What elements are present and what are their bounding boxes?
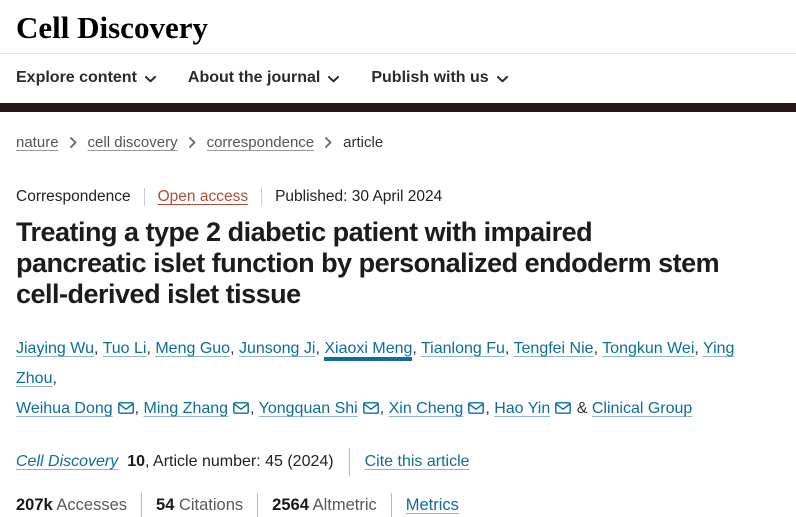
author-separator: , xyxy=(379,400,389,417)
nav-item-publish-with-us[interactable]: Publish with us xyxy=(371,69,508,87)
author-link[interactable]: Junsong Ji xyxy=(238,340,316,357)
author-link[interactable]: Tianlong Fu xyxy=(421,340,505,357)
cite-this-article-link[interactable]: Cite this article xyxy=(364,453,470,470)
article-meta: Correspondence Open access Published: 30… xyxy=(16,188,780,206)
nav-item-label: Publish with us xyxy=(371,69,489,86)
journal-volume: 10 xyxy=(127,453,146,470)
article-number: , Article number: 45 (2024) xyxy=(145,453,334,470)
author-list: Jiaying Wu, Tuo Li, Meng Guo, Junsong Ji… xyxy=(16,334,780,424)
metric-value: 207k xyxy=(16,495,53,514)
published-date: Published: 30 April 2024 xyxy=(275,188,443,205)
divider xyxy=(141,493,143,517)
author-link[interactable]: Xiaoxi Meng xyxy=(324,340,413,361)
breadcrumb-item-nature[interactable]: nature xyxy=(16,134,59,151)
author-link[interactable]: Weihua Dong xyxy=(16,400,113,417)
breadcrumb-item-article: article xyxy=(343,134,384,151)
nav-item-label: About the journal xyxy=(187,69,321,86)
divider xyxy=(390,493,392,517)
site-header: Cell Discovery Explore content About the… xyxy=(0,0,796,112)
email-icon[interactable] xyxy=(117,400,134,417)
author-separator: , xyxy=(504,340,514,357)
author-link[interactable]: Xin Cheng xyxy=(388,400,464,417)
author-separator: , xyxy=(146,340,156,357)
article-type-label: Correspondence xyxy=(16,188,131,205)
chevron-right-icon xyxy=(188,137,195,148)
journal-info: Cell Discovery 10, Article number: 45 (2… xyxy=(16,448,780,476)
article-header-section: nature cell discovery correspondence art… xyxy=(0,134,796,517)
metric-label: Citations xyxy=(178,495,244,514)
chevron-down-icon xyxy=(328,75,340,82)
divider xyxy=(143,188,145,206)
chevron-right-icon xyxy=(325,137,332,148)
author-separator: , xyxy=(315,340,325,357)
author-group-link[interactable]: Clinical Group xyxy=(591,400,693,417)
nav-item-about-the-journal[interactable]: About the journal xyxy=(187,69,340,87)
chevron-right-icon xyxy=(69,137,76,148)
journal-logo[interactable]: Cell Discovery xyxy=(16,10,208,45)
author-link[interactable]: Ming Zhang xyxy=(143,400,229,417)
open-access-link[interactable]: Open access xyxy=(157,188,249,205)
author-link[interactable]: Tuo Li xyxy=(102,340,147,357)
author-separator: , xyxy=(52,370,62,387)
divider xyxy=(348,448,350,476)
chevron-down-icon xyxy=(144,75,156,82)
email-icon[interactable] xyxy=(362,400,379,417)
metrics-link[interactable]: Metrics xyxy=(405,495,459,514)
metric-label: Altmetric xyxy=(312,495,377,514)
author-link[interactable]: Hao Yin xyxy=(494,400,551,417)
email-icon[interactable] xyxy=(555,400,572,417)
metric-value: 54 xyxy=(156,495,175,514)
divider xyxy=(261,188,263,206)
main-nav: Explore content About the journal Publis… xyxy=(0,54,796,103)
breadcrumb: nature cell discovery correspondence art… xyxy=(16,134,780,151)
journal-link[interactable]: Cell Discovery xyxy=(16,453,119,470)
author-separator: , xyxy=(412,340,421,357)
author-link[interactable]: Ying Zhou xyxy=(16,340,735,387)
metric-value: 2564 xyxy=(272,495,309,514)
metric-label: Accesses xyxy=(56,495,128,514)
citations-metric: 54 Citations xyxy=(156,496,243,515)
email-icon[interactable] xyxy=(233,400,249,417)
article-title: Treating a type 2 diabetic patient with … xyxy=(16,217,720,309)
divider xyxy=(257,493,259,517)
author-separator: , xyxy=(593,340,603,357)
author-separator: , xyxy=(134,400,144,417)
author-separator: , xyxy=(93,340,103,357)
email-icon[interactable] xyxy=(468,400,485,417)
author-link[interactable]: Tengfei Nie xyxy=(513,340,594,357)
breadcrumb-item-cell-discovery[interactable]: cell discovery xyxy=(87,134,178,151)
chevron-down-icon xyxy=(496,75,508,82)
author-separator: , xyxy=(250,400,259,417)
author-separator: , xyxy=(694,340,703,357)
author-separator: , xyxy=(485,400,495,417)
author-link[interactable]: Jiaying Wu xyxy=(16,340,94,357)
nav-item-label: Explore content xyxy=(16,69,137,86)
accesses-metric: 207k Accesses xyxy=(16,496,127,515)
author-separator: , xyxy=(230,340,239,357)
metrics-bar: 207k Accesses 54 Citations 2564 Altmetri… xyxy=(16,493,780,517)
altmetric-metric: 2564 Altmetric xyxy=(272,496,377,515)
brand-bar xyxy=(0,103,796,112)
header-divider xyxy=(0,53,796,54)
author-link[interactable]: Yongquan Shi xyxy=(258,400,358,417)
nav-item-explore-content[interactable]: Explore content xyxy=(16,69,156,87)
author-separator: & xyxy=(572,400,592,417)
author-link[interactable]: Tongkun Wei xyxy=(602,340,695,357)
author-link[interactable]: Meng Guo xyxy=(155,340,231,357)
breadcrumb-item-correspondence[interactable]: correspondence xyxy=(206,134,315,151)
